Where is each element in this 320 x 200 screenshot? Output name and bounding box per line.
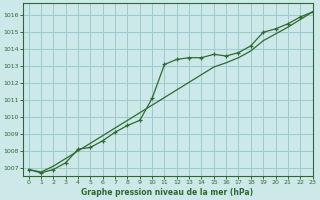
X-axis label: Graphe pression niveau de la mer (hPa): Graphe pression niveau de la mer (hPa) xyxy=(82,188,254,197)
